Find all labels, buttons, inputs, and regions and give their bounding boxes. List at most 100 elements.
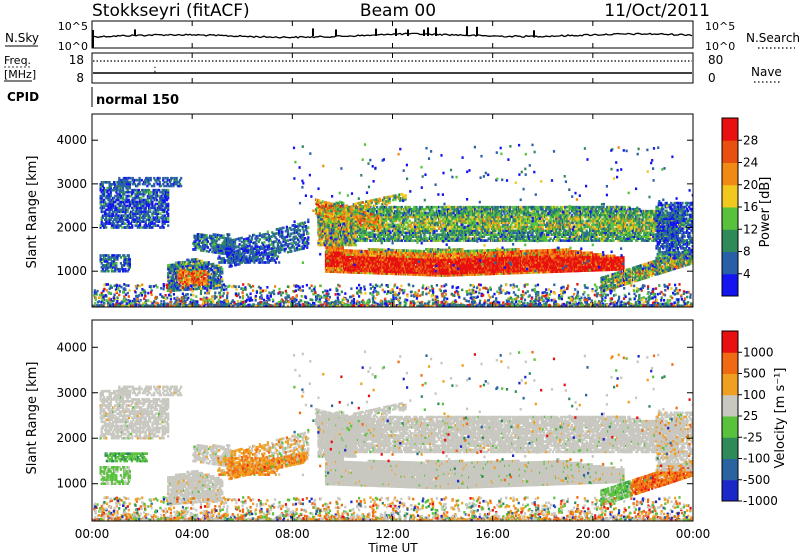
- range-cell: [188, 266, 191, 269]
- range-cell: [188, 268, 191, 271]
- range-cell: [212, 245, 215, 248]
- range-cell: [146, 216, 149, 219]
- range-cell: [171, 263, 174, 267]
- range-cell: [149, 192, 152, 196]
- range-cell: [260, 257, 263, 260]
- range-cell: [105, 254, 108, 257]
- range-cell: [286, 233, 290, 236]
- range-cell: [100, 190, 103, 194]
- range-cell: [254, 245, 257, 248]
- range-cell: [197, 241, 200, 244]
- range-cell: [188, 260, 191, 264]
- range-cell: [272, 245, 275, 248]
- range-cell: [365, 207, 368, 211]
- range-cell: [108, 222, 111, 225]
- range-cell: [136, 204, 139, 208]
- range-cell: [211, 235, 214, 238]
- range-cell: [194, 285, 197, 289]
- range-cell: [109, 264, 112, 267]
- range-cell: [124, 222, 127, 225]
- range-cell: [184, 264, 187, 268]
- range-cell: [227, 243, 230, 246]
- range-cell: [105, 266, 108, 269]
- range-cell: [191, 268, 195, 271]
- range-cell: [100, 210, 103, 214]
- range-cell: [170, 178, 173, 182]
- cpid-label: CPID: [7, 90, 39, 104]
- range-cell: [263, 235, 266, 238]
- range-cell: [135, 196, 138, 200]
- range-cell: [153, 204, 156, 208]
- range-cell: [269, 253, 272, 256]
- range-cell: [131, 176, 134, 180]
- noise-panel: N.Sky 10^5 10^0 N.Search 10^5 10^0: [5, 20, 800, 53]
- range-cell: [127, 258, 130, 261]
- range-cell: [144, 212, 147, 216]
- range-cell: [177, 269, 180, 272]
- range-cell: [229, 237, 232, 241]
- range-cell: [115, 212, 118, 216]
- range-cell: [163, 208, 166, 212]
- range-cell: [133, 198, 136, 202]
- range-cell: [282, 226, 285, 230]
- range-cell: [282, 244, 285, 247]
- range-cell: [124, 212, 127, 216]
- range-cell: [109, 190, 112, 194]
- range-cell: [266, 232, 269, 235]
- range-cell: [202, 249, 205, 253]
- range-cell: [118, 176, 121, 180]
- range-cell: [212, 282, 215, 286]
- range-cell: [209, 284, 213, 288]
- range-cell: [284, 239, 287, 243]
- range-cell: [230, 259, 233, 262]
- range-cell: [148, 188, 151, 192]
- range-cell: [194, 240, 197, 244]
- range-cell: [271, 247, 274, 250]
- range-cell: [239, 261, 242, 264]
- range-cell: [118, 194, 121, 198]
- range-cell: [122, 198, 125, 202]
- range-cell: [227, 261, 230, 265]
- range-cell: [171, 289, 174, 292]
- range-cell: [126, 178, 129, 182]
- range-cell: [144, 198, 147, 202]
- range-cell: [136, 200, 139, 204]
- range-cell: [219, 272, 222, 275]
- range-cell: [177, 273, 180, 276]
- range-cell: [100, 266, 103, 269]
- range-cell: [245, 237, 248, 241]
- range-cell: [230, 264, 233, 268]
- range-cell: [194, 248, 197, 251]
- range-cell: [223, 242, 226, 246]
- range-cell: [302, 233, 305, 236]
- range-cell: [237, 259, 240, 262]
- range-cell: [146, 188, 149, 192]
- range-cell: [213, 243, 216, 246]
- range-cell: [264, 261, 267, 264]
- range-cell: [247, 257, 250, 260]
- range-cell: [125, 208, 128, 212]
- range-cell: [105, 216, 108, 219]
- range-cell: [250, 238, 254, 241]
- range-cell: [127, 222, 130, 225]
- range-cell: [172, 182, 175, 186]
- range-cell: [298, 234, 301, 237]
- range-cell: [305, 228, 308, 232]
- range-cell: [196, 271, 199, 275]
- range-cell: [144, 188, 147, 192]
- range-cell: [149, 224, 152, 227]
- nave-label: Nave: [751, 65, 782, 79]
- range-cell: [205, 236, 208, 239]
- range-cell: [184, 286, 187, 289]
- range-cell: [136, 226, 139, 229]
- range-cell: [154, 196, 157, 200]
- range-cell: [203, 247, 206, 251]
- range-cell: [179, 288, 182, 292]
- range-cell: [123, 204, 126, 208]
- range-cell: [198, 269, 201, 273]
- range-cell: [256, 245, 259, 248]
- range-cell: [164, 218, 168, 221]
- range-cell: [200, 277, 204, 280]
- range-cell: [211, 238, 214, 242]
- range-cell: [294, 243, 297, 246]
